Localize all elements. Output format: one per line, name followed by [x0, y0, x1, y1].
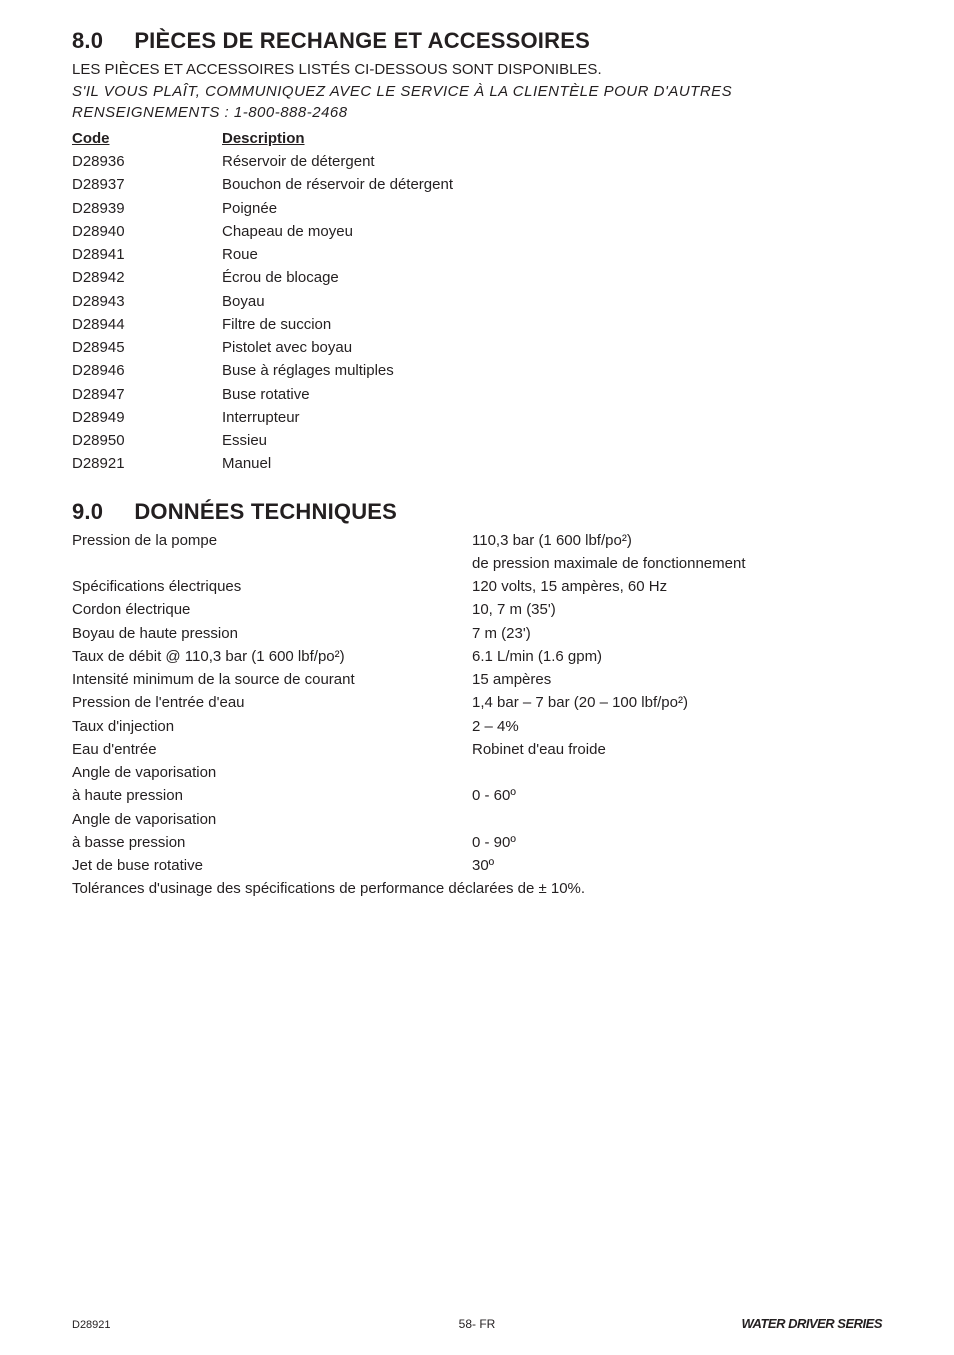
tolerance-note: Tolérances d'usinage des spécifications … [72, 879, 882, 899]
table-row: D28936 [72, 152, 222, 172]
table-row: Taux d'injection [72, 717, 472, 737]
table-row: Interrupteur [222, 408, 882, 428]
section-8-number: 8.0 [72, 28, 128, 54]
table-row: de pression maximale de fonctionnement [472, 554, 882, 574]
table-row: D28947 [72, 385, 222, 405]
table-row: 120 volts, 15 ampères, 60 Hz [472, 577, 882, 597]
table-row: 15 ampères [472, 670, 882, 690]
table-row: Pression de la pompe [72, 531, 472, 551]
table-row: D28921 [72, 454, 222, 474]
table-row: 7 m (23') [472, 624, 882, 644]
section-9-heading: 9.0 DONNÉES TECHNIQUES [72, 499, 882, 525]
table-row: 1,4 bar – 7 bar (20 – 100 lbf/po²) [472, 693, 882, 713]
section-9-number: 9.0 [72, 499, 128, 525]
table-row: 0 - 90º [472, 833, 882, 853]
parts-header-desc: Description [222, 129, 882, 149]
table-row: D28942 [72, 268, 222, 288]
table-row: D28939 [72, 199, 222, 219]
table-row: 2 – 4% [472, 717, 882, 737]
table-row: Cordon électrique [72, 600, 472, 620]
table-row: D28941 [72, 245, 222, 265]
table-row [472, 810, 882, 830]
table-row: D28950 [72, 431, 222, 451]
section-8-heading: 8.0 PIÈCES DE RECHANGE ET ACCESSOIRES [72, 28, 882, 54]
table-row: Angle de vaporisation [72, 763, 472, 783]
table-row: Poignée [222, 199, 882, 219]
table-row: 6.1 L/min (1.6 gpm) [472, 647, 882, 667]
table-row: D28949 [72, 408, 222, 428]
manual-page: 8.0 PIÈCES DE RECHANGE ET ACCESSOIRES LE… [0, 0, 954, 1355]
table-row: Robinet d'eau froide [472, 740, 882, 760]
table-row: D28940 [72, 222, 222, 242]
table-row: Écrou de blocage [222, 268, 882, 288]
page-footer: D28921 58- FR WATER DRIVER SERIES [72, 1316, 882, 1331]
table-row: 10, 7 m (35') [472, 600, 882, 620]
table-row: D28944 [72, 315, 222, 335]
table-row: D28937 [72, 175, 222, 195]
table-row: Pression de l'entrée d'eau [72, 693, 472, 713]
table-row: Buse à réglages multiples [222, 361, 882, 381]
parts-header-code: Code [72, 129, 222, 149]
table-row: Boyau de haute pression [72, 624, 472, 644]
table-row: Filtre de succion [222, 315, 882, 335]
table-row: Boyau [222, 292, 882, 312]
section-8-intro-caps: LES PIÈCES ET ACCESSOIRES LISTÉS CI-DESS… [72, 60, 882, 80]
table-row: Manuel [222, 454, 882, 474]
table-row: Pistolet avec boyau [222, 338, 882, 358]
table-row: Taux de débit @ 110,3 bar (1 600 lbf/po²… [72, 647, 472, 667]
table-row: D28945 [72, 338, 222, 358]
section-8-title: PIÈCES DE RECHANGE ET ACCESSOIRES [134, 28, 590, 53]
specs-table: Pression de la pompe 110,3 bar (1 600 lb… [72, 531, 882, 877]
table-row: Spécifications électriques [72, 577, 472, 597]
table-row: Bouchon de réservoir de détergent [222, 175, 882, 195]
table-row: Buse rotative [222, 385, 882, 405]
table-row: à haute pression [72, 786, 472, 806]
table-row: Roue [222, 245, 882, 265]
table-row: Jet de buse rotative [72, 856, 472, 876]
parts-table: Code Description D28936 Réservoir de dét… [72, 129, 882, 475]
table-row: 110,3 bar (1 600 lbf/po²) [472, 531, 882, 551]
table-row: D28946 [72, 361, 222, 381]
footer-center: 58- FR [72, 1317, 882, 1331]
table-row: Angle de vaporisation [72, 810, 472, 830]
table-row: D28943 [72, 292, 222, 312]
table-row [472, 763, 882, 783]
section-8-intro-italic: S'IL VOUS PLAÎT, COMMUNIQUEZ AVEC LE SER… [72, 82, 882, 123]
table-row: Eau d'entrée [72, 740, 472, 760]
table-row: à basse pression [72, 833, 472, 853]
section-9-title: DONNÉES TECHNIQUES [134, 499, 397, 524]
table-row: Intensité minimum de la source de couran… [72, 670, 472, 690]
table-row: Essieu [222, 431, 882, 451]
table-row [72, 554, 472, 574]
table-row: Chapeau de moyeu [222, 222, 882, 242]
table-row: Réservoir de détergent [222, 152, 882, 172]
table-row: 30º [472, 856, 882, 876]
table-row: 0 - 60º [472, 786, 882, 806]
